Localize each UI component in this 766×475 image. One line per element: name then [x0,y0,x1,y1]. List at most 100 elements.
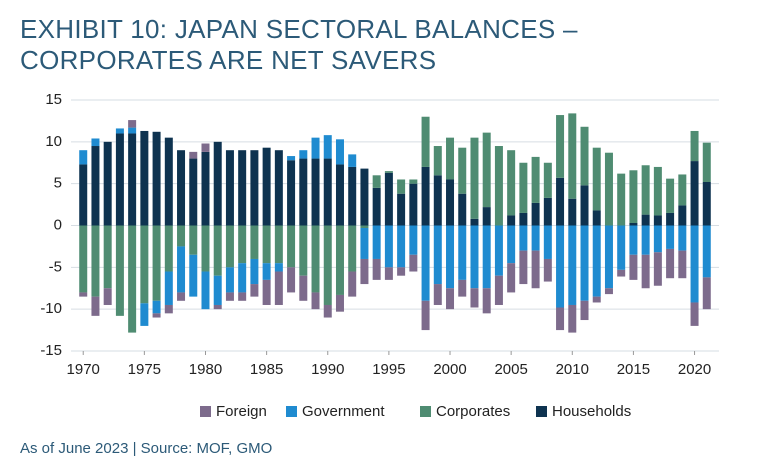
bar-segment [409,225,418,255]
bar-segment [433,284,442,305]
bar-segment [470,218,479,226]
bar-segment [213,225,222,276]
bar-segment [543,197,552,226]
bar-segment [409,183,418,226]
legend-swatch [420,406,431,417]
bar-segment [262,147,271,226]
x-tick-label: 2015 [617,361,650,378]
x-tick-label: 2020 [678,361,711,378]
y-tick-label: 0 [54,216,62,233]
footnote: As of June 2023 | Source: MOF, GMO [20,440,273,457]
bar-segment [384,172,393,226]
bar-segment [213,141,222,226]
bar-segment [604,288,613,295]
bar-segment [482,225,491,289]
bar-segment [177,150,186,226]
bar-segment [360,258,369,285]
bar-segment [690,225,699,303]
bar-segment [311,158,320,226]
y-tick-label: 15 [45,91,62,108]
bar-segment [348,166,357,226]
bar-segment [360,168,369,226]
bar-segment [335,139,344,165]
bar-segment [507,215,516,226]
bar-segment [189,158,198,226]
bar-segment [225,267,234,293]
bar-segment [580,185,589,226]
bar-segment [678,205,687,226]
chart-title: EXHIBIT 10: JAPAN SECTORAL BALANCES – CO… [20,14,578,75]
bar-segment [678,250,687,279]
bar-segment [189,225,198,255]
bar-segment [702,142,711,182]
bar-segment [580,225,589,301]
bar-segment [103,141,112,226]
bar-segment [177,246,186,293]
bar-segment [592,225,601,297]
bar-segment [519,162,528,213]
bar-segment [91,296,100,316]
bar-segment [482,288,491,314]
bar-segment [494,275,503,305]
x-tick-label: 1985 [250,361,283,378]
y-tick-label: 5 [54,175,62,192]
bar-segment [115,128,124,134]
legend-swatch [200,406,211,417]
bar-segment [568,113,577,199]
bar-segment [433,225,442,285]
bar-segment [140,225,149,304]
bar-segment [201,143,210,152]
bar-segment [79,292,88,297]
bar-segment [274,263,283,272]
bar-segment [164,304,173,314]
bar-segment [556,307,565,331]
bar-segment [604,152,613,226]
bar-segment [409,179,418,184]
bar-segment [397,225,406,268]
bar-segment [531,250,540,289]
bar-segment [103,288,112,305]
bar-segment [629,222,638,226]
bar-segment [702,181,711,226]
bar-segment [128,133,137,226]
bar-segment [519,225,528,251]
bar-segment [299,158,308,226]
bar-segment [641,165,650,215]
bar-segment [666,212,675,226]
bar-segment [531,202,540,226]
bar-segment [702,225,711,278]
bar-segment [397,179,406,194]
bar-segment [213,275,222,305]
bar-segment [666,248,675,279]
bar-segment [152,300,161,314]
bar-segment [115,133,124,226]
bar-segment [592,296,601,303]
x-tick-label: 1975 [128,361,161,378]
bar-segment [519,212,528,226]
bar-segment [177,292,186,301]
bar-segment [421,166,430,226]
bar-segment [79,150,88,165]
bar-segment [629,254,638,280]
bar-segment [299,150,308,159]
bar-segment [653,215,662,226]
bar-segment [482,132,491,208]
bar-segment [446,137,455,180]
bar-segment [629,170,638,223]
x-tick-label: 2010 [556,361,589,378]
bar-segment [580,126,589,186]
x-tick-label: 2005 [494,361,527,378]
bar-segment [397,193,406,226]
bar-segment [323,135,332,159]
bar-segment [421,116,430,167]
bar-segment [360,225,369,229]
bar-segment [458,279,467,297]
bar-segment [323,304,332,318]
bar-segment [225,292,234,301]
bar-segment [568,225,577,305]
bar-segment [617,225,626,270]
bar-segment [225,150,234,226]
legend-swatch [536,406,547,417]
